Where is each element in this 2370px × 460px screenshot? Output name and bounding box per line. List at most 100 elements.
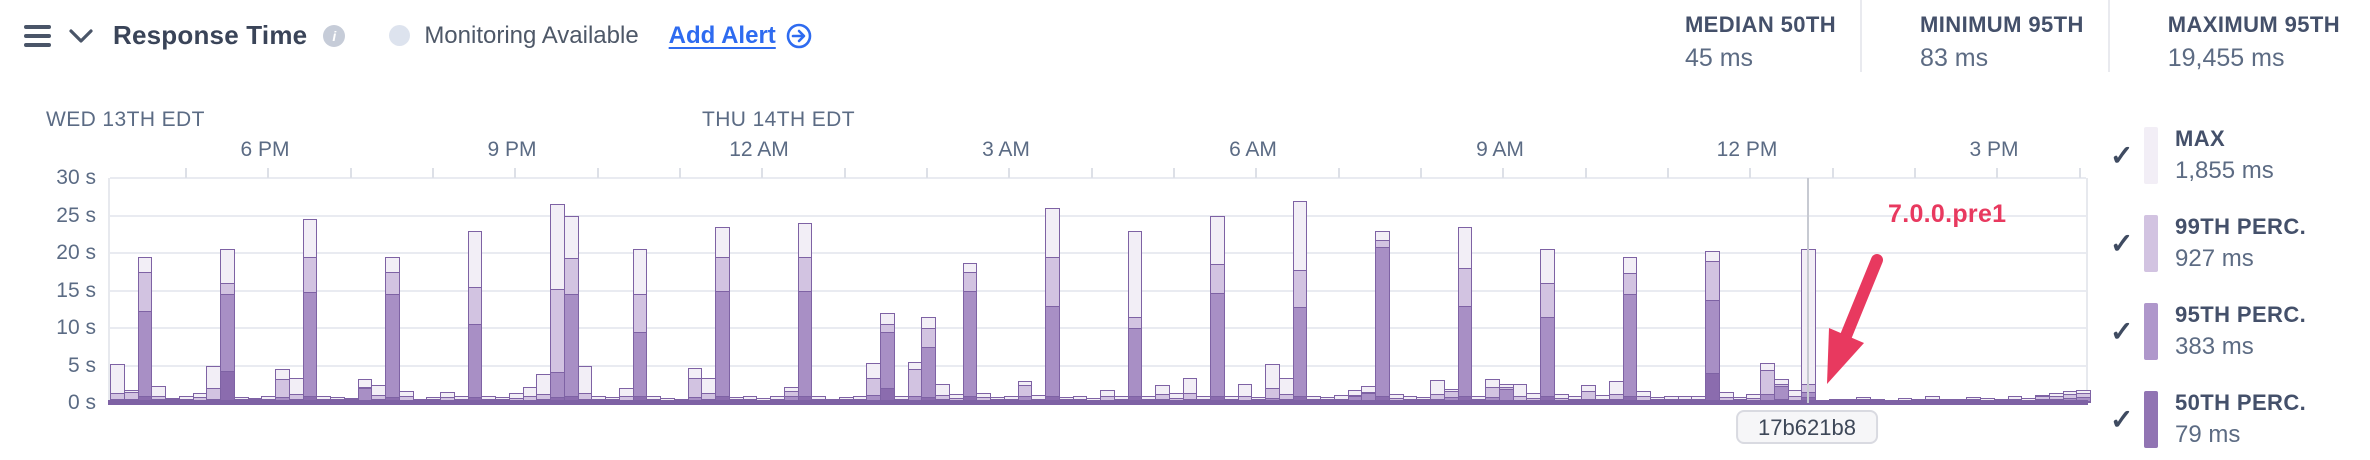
bar-segment-p95[interactable] bbox=[1210, 292, 1225, 403]
bar-segment-p95[interactable] bbox=[302, 292, 318, 403]
bar-segment-p95[interactable] bbox=[962, 290, 978, 403]
hour-tick bbox=[1666, 168, 1669, 178]
gridline bbox=[110, 289, 2086, 292]
legend-label: 95TH PERC. bbox=[2175, 302, 2307, 327]
date-label: WED 13TH EDT bbox=[46, 108, 205, 131]
hour-tick bbox=[761, 168, 764, 178]
bar-segment-p95[interactable] bbox=[1292, 307, 1308, 403]
bar-segment-p95[interactable] bbox=[467, 324, 483, 403]
hour-tick bbox=[843, 168, 846, 178]
hour-tick bbox=[1090, 168, 1093, 178]
y-tick-label: 25 s bbox=[56, 203, 96, 227]
hour-tick bbox=[925, 168, 928, 178]
stat-label: MINIMUM 95TH bbox=[1920, 12, 2084, 37]
bar-segment-p50[interactable] bbox=[1705, 373, 1720, 403]
bar-segment-p95[interactable] bbox=[1540, 316, 1555, 403]
y-tick-label: 20 s bbox=[56, 241, 96, 264]
hour-tick bbox=[2078, 168, 2081, 178]
stat-label: MEDIAN 50TH bbox=[1684, 12, 1837, 37]
y-tick-label: 0 s bbox=[67, 391, 96, 414]
x-tick-label: 12 AM bbox=[729, 138, 789, 161]
stat-minimum-95th: MINIMUM 95TH 83 ms bbox=[1860, 0, 2108, 72]
hour-tick bbox=[1419, 168, 1422, 178]
y-tick-label: 10 s bbox=[56, 316, 96, 339]
hour-tick bbox=[1913, 168, 1916, 178]
bar-segment-p95[interactable] bbox=[1457, 305, 1473, 403]
checkmark-icon: ✓ bbox=[2110, 140, 2134, 171]
hour-tick bbox=[1008, 168, 1011, 178]
legend-swatch-50th bbox=[2144, 391, 2158, 448]
chevron-down-icon[interactable] bbox=[69, 28, 93, 43]
y-tick-label: 15 s bbox=[56, 278, 96, 302]
hour-tick bbox=[267, 168, 270, 178]
hour-tick bbox=[431, 168, 434, 178]
x-tick-label: 6 PM bbox=[240, 138, 290, 161]
release-annotation: 7.0.0.pre1 bbox=[1888, 200, 2007, 228]
legend-swatch-max bbox=[2144, 127, 2158, 184]
gridline bbox=[110, 252, 2086, 254]
hour-tick bbox=[1749, 168, 1752, 178]
hour-tick bbox=[185, 168, 187, 178]
legend-label: 99TH PERC. bbox=[2175, 214, 2307, 239]
deploy-marker-line[interactable] bbox=[1807, 178, 1809, 403]
arrow-circle-right-icon[interactable] bbox=[786, 23, 812, 49]
bar-segment-p95[interactable] bbox=[385, 294, 400, 403]
legend-value: 927 ms bbox=[2175, 245, 2254, 272]
x-tick-label: 3 AM bbox=[982, 138, 1030, 161]
checkmark-icon: ✓ bbox=[2110, 404, 2134, 435]
legend-item-50th-perc[interactable]: ✓ 50TH PERC. 79 ms bbox=[2110, 390, 2306, 449]
legend-item-99th-perc[interactable]: ✓ 99TH PERC. 927 ms bbox=[2110, 214, 2306, 273]
summary-stats: MEDIAN 50TH 45 ms MINIMUM 95TH 83 ms MAX… bbox=[1627, 0, 2370, 72]
bar-segment-p95[interactable] bbox=[1045, 306, 1060, 403]
revision-tooltip: 17b621b8 bbox=[1736, 410, 1878, 444]
legend-swatch-99th bbox=[2144, 215, 2158, 272]
hour-tick bbox=[1996, 168, 1999, 178]
stat-maximum-95th: MAXIMUM 95TH 19,455 ms bbox=[2107, 0, 2370, 72]
x-tick-label: 12 PM bbox=[1716, 138, 1778, 161]
bar-segment-p95[interactable] bbox=[921, 346, 936, 403]
gridline bbox=[110, 327, 2086, 329]
plot-area bbox=[108, 168, 2091, 405]
add-alert-link[interactable]: Add Alert bbox=[668, 21, 776, 49]
legend-label: MAX bbox=[2175, 126, 2226, 151]
stat-median-50th: MEDIAN 50TH 45 ms bbox=[1627, 0, 1860, 72]
y-tick-label: 5 s bbox=[67, 353, 96, 377]
bar-segment-p95[interactable] bbox=[632, 331, 648, 403]
bar-segment-p50[interactable] bbox=[220, 370, 235, 403]
hour-tick bbox=[596, 168, 599, 178]
hour-tick bbox=[1255, 168, 1258, 178]
legend-swatch-95th bbox=[2144, 303, 2158, 360]
hour-tick bbox=[1502, 168, 1505, 178]
gridline bbox=[110, 177, 2086, 179]
bar-segment-p95[interactable] bbox=[1622, 294, 1638, 403]
stat-value: 19,455 ms bbox=[2167, 44, 2285, 72]
x-axis-baseline bbox=[108, 400, 2088, 405]
bar-segment-p95[interactable] bbox=[797, 290, 813, 403]
monitoring-available-label: Monitoring Available bbox=[424, 21, 639, 49]
bar-segment-p95[interactable] bbox=[1375, 247, 1390, 403]
legend-item-95th-perc[interactable]: ✓ 95TH PERC. 383 ms bbox=[2110, 302, 2306, 361]
legend-value: 383 ms bbox=[2175, 333, 2254, 360]
hour-tick bbox=[514, 168, 517, 178]
bar-segment-p95[interactable] bbox=[563, 293, 579, 403]
hour-tick bbox=[349, 168, 352, 178]
hour-tick bbox=[678, 168, 681, 178]
legend-item-max[interactable]: ✓ MAX 1,855 ms bbox=[2110, 126, 2306, 185]
monitoring-status-dot bbox=[389, 25, 411, 46]
info-icon[interactable]: i bbox=[323, 24, 346, 47]
bar-segment-p95[interactable] bbox=[1127, 328, 1143, 403]
checkmark-icon: ✓ bbox=[2110, 228, 2134, 259]
drag-handle-icon[interactable] bbox=[24, 24, 51, 47]
x-tick-label: 3 PM bbox=[1969, 138, 2019, 161]
date-label: THU 14TH EDT bbox=[702, 108, 855, 131]
widget-header: Response Time i Monitoring Available Add… bbox=[0, 0, 2370, 80]
bar-segment-p95[interactable] bbox=[715, 290, 730, 403]
legend-label: 50TH PERC. bbox=[2175, 390, 2307, 415]
checkmark-icon: ✓ bbox=[2110, 316, 2134, 347]
gridline bbox=[110, 364, 2086, 367]
hour-tick bbox=[1337, 168, 1340, 178]
x-tick-label: 6 AM bbox=[1229, 138, 1277, 161]
bar-segment-p95[interactable] bbox=[137, 310, 153, 403]
